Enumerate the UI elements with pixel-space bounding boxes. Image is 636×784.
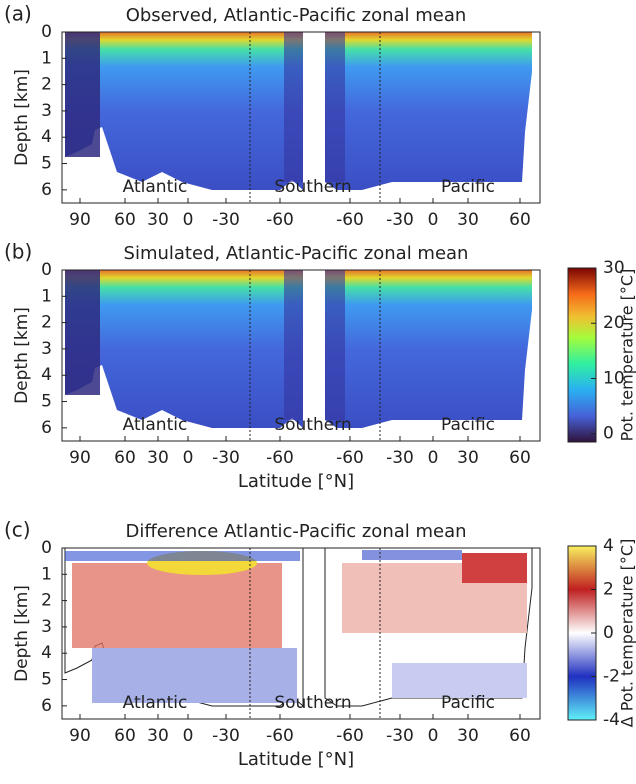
colorbar-label: Δ Pot. temperature [°C]: [618, 539, 636, 728]
x-tick-label: -30: [386, 210, 414, 230]
x-tick-label: 0: [183, 726, 194, 746]
x-tick-label: 30: [457, 726, 479, 746]
region-label: Southern: [274, 693, 351, 713]
y-tick-label: 1: [41, 48, 52, 68]
colorbar-tick-label: 0: [603, 424, 614, 444]
x-tick-label: 90: [69, 210, 91, 230]
region-label: Pacific: [441, 177, 495, 197]
region-label: Atlantic: [123, 693, 188, 713]
x-tick-label: 30: [147, 448, 169, 468]
colorbar-tick-label: 4: [603, 536, 614, 556]
x-tick-label: 0: [428, 210, 439, 230]
y-tick-label: 0: [41, 22, 52, 42]
plot-fields: [65, 548, 532, 706]
y-tick-label: 4: [41, 127, 52, 147]
colorbar: [568, 268, 596, 442]
x-tick-label: 60: [114, 726, 136, 746]
field: [462, 553, 527, 583]
y-tick-label: 6: [41, 418, 52, 438]
x-tick-label: 30: [147, 726, 169, 746]
panel-label: (b): [4, 240, 32, 264]
y-tick-label: 5: [41, 670, 52, 690]
y-tick-label: 0: [41, 260, 52, 280]
x-tick-label: 0: [183, 210, 194, 230]
x-tick-label: -60: [266, 448, 294, 468]
x-tick-label: -60: [336, 210, 364, 230]
x-tick-label: 60: [509, 726, 531, 746]
region-label: Atlantic: [123, 177, 188, 197]
y-tick-label: 3: [41, 617, 52, 637]
x-tick-label: -30: [212, 210, 240, 230]
field: [325, 32, 532, 190]
x-tick-label: -60: [266, 726, 294, 746]
x-tick-label: 60: [509, 448, 531, 468]
x-tick-label: 30: [457, 448, 479, 468]
field: [325, 270, 345, 420]
y-tick-label: 2: [41, 75, 52, 95]
x-tick-label: 60: [114, 210, 136, 230]
y-tick-label: 6: [41, 180, 52, 200]
x-tick-label: 90: [69, 726, 91, 746]
x-tick-label: -30: [212, 448, 240, 468]
field: [325, 32, 345, 182]
y-axis-label: Depth [km]: [12, 69, 32, 166]
y-tick-label: 6: [41, 696, 52, 716]
region-label: Pacific: [441, 693, 495, 713]
colorbar-tick-label: 0: [603, 623, 614, 643]
y-tick-label: 3: [41, 101, 52, 121]
field: [65, 32, 100, 157]
y-tick-label: 1: [41, 564, 52, 584]
y-tick-label: 2: [41, 591, 52, 611]
region-label: Atlantic: [123, 415, 188, 435]
x-axis-label: Latitude [°N]: [238, 749, 354, 770]
y-tick-label: 4: [41, 643, 52, 663]
y-tick-label: 4: [41, 365, 52, 385]
field: [362, 550, 462, 560]
field: [325, 270, 532, 428]
panel-title: Difference Atlantic-Pacific zonal mean: [125, 521, 466, 542]
panel-label: (c): [4, 518, 31, 542]
x-tick-label: -30: [386, 448, 414, 468]
x-axis-label: Latitude [°N]: [238, 471, 354, 492]
x-tick-label: 30: [457, 210, 479, 230]
x-tick-label: 0: [183, 448, 194, 468]
x-tick-label: 60: [114, 448, 136, 468]
region-label: Southern: [274, 415, 351, 435]
y-tick-label: 5: [41, 154, 52, 174]
x-tick-label: -60: [336, 448, 364, 468]
panel-title: Observed, Atlantic-Pacific zonal mean: [126, 5, 467, 26]
region-label: Southern: [274, 177, 351, 197]
y-axis-label: Depth [km]: [12, 307, 32, 404]
field: [284, 32, 303, 182]
field: [65, 32, 303, 190]
x-tick-label: 30: [147, 210, 169, 230]
x-tick-label: -30: [212, 726, 240, 746]
field: [65, 551, 300, 561]
panel-label: (a): [4, 2, 32, 26]
colorbar-label: Pot. temperature [°C]: [618, 269, 636, 442]
region-label: Pacific: [441, 415, 495, 435]
y-tick-label: 3: [41, 339, 52, 359]
y-tick-label: 0: [41, 538, 52, 558]
x-tick-label: -60: [266, 210, 294, 230]
field: [65, 270, 303, 428]
plot-fields: [65, 32, 532, 190]
x-tick-label: -60: [336, 726, 364, 746]
x-tick-label: -30: [386, 726, 414, 746]
y-axis-label: Depth [km]: [12, 585, 32, 682]
x-tick-label: 0: [428, 448, 439, 468]
panel-title: Simulated, Atlantic-Pacific zonal mean: [124, 243, 469, 264]
x-tick-label: 60: [509, 210, 531, 230]
y-tick-label: 1: [41, 286, 52, 306]
field: [284, 270, 303, 420]
plot-fields: [65, 270, 532, 428]
field: [65, 270, 100, 395]
colorbar-tick-label: 2: [603, 580, 614, 600]
y-tick-label: 2: [41, 313, 52, 333]
x-tick-label: 90: [69, 448, 91, 468]
y-tick-label: 5: [41, 392, 52, 412]
x-tick-label: 0: [428, 726, 439, 746]
